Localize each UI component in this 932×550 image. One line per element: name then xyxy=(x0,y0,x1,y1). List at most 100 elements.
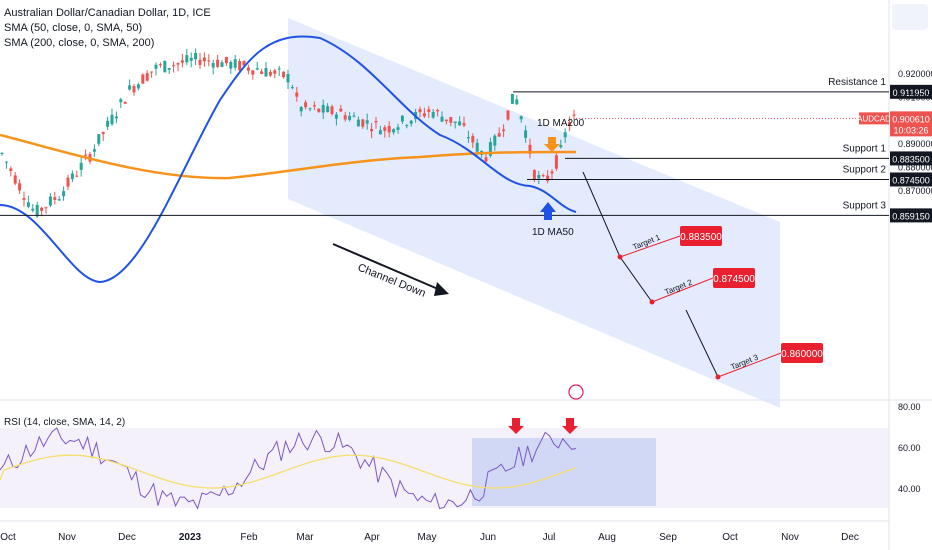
candle-body xyxy=(251,70,255,75)
rsi-peak-arrow-icon-2 xyxy=(562,418,578,434)
candle-body xyxy=(506,110,510,120)
candle-body xyxy=(515,99,519,105)
projection-seg-2 xyxy=(619,256,653,303)
candle-body xyxy=(132,86,136,93)
candle-body xyxy=(18,183,22,191)
candle-body xyxy=(202,57,206,62)
x-axis-label: May xyxy=(418,532,437,543)
target-tag-bg-2 xyxy=(713,268,755,288)
candle-body xyxy=(110,114,114,125)
candle-body xyxy=(348,115,352,120)
ma200-arrow-icon xyxy=(544,137,560,152)
candle-body xyxy=(189,57,193,61)
candle-body xyxy=(167,68,171,70)
candle-body xyxy=(537,174,541,179)
candle-body xyxy=(194,52,198,60)
candle-body xyxy=(154,64,158,69)
candle-body xyxy=(35,204,39,217)
rsi-line xyxy=(0,427,577,510)
channel-arrow-head xyxy=(434,282,449,296)
candle-body xyxy=(101,132,105,135)
candle-body xyxy=(53,197,57,200)
candle-body xyxy=(334,114,338,119)
candle-body xyxy=(431,111,435,118)
lightning-icon xyxy=(568,384,584,400)
candle-body xyxy=(176,63,180,65)
candle-body xyxy=(207,60,211,62)
ma50-arrow-icon xyxy=(540,202,556,220)
x-axis-label: 2023 xyxy=(179,532,202,543)
candle-body xyxy=(326,106,330,113)
rsi-peak-arrow-icon-1 xyxy=(508,418,524,434)
candle-body xyxy=(510,93,514,104)
candle-body xyxy=(466,137,470,139)
rsi-tick-label: 40.00 xyxy=(898,484,921,494)
current-price-tag-bg xyxy=(890,111,932,137)
candle-body xyxy=(141,74,145,84)
level-price-1: 0.911950 xyxy=(893,88,930,98)
candle-body xyxy=(31,208,35,211)
candle-body xyxy=(519,116,523,120)
target-connector-1 xyxy=(619,235,681,258)
candle-body xyxy=(497,133,501,137)
target-tag-bg-1 xyxy=(680,226,722,246)
candle-body xyxy=(75,175,79,177)
candle-body xyxy=(444,119,448,122)
candle-body xyxy=(356,119,360,127)
level-price-2: 0.883500 xyxy=(892,154,930,164)
candle-body xyxy=(528,144,532,154)
chart-legend: Australian Dollar/Canadian Dollar, 1D, I… xyxy=(4,6,211,51)
candle-body xyxy=(44,207,48,209)
candle-body xyxy=(260,71,264,74)
candle-body xyxy=(62,191,66,197)
candle-body xyxy=(22,198,26,200)
candle-body xyxy=(392,129,396,133)
candle-body xyxy=(427,109,431,112)
candle-body xyxy=(4,161,8,163)
candle-body xyxy=(242,60,246,66)
projection-seg-3 xyxy=(685,309,719,378)
candle-body xyxy=(449,117,453,123)
candle-body xyxy=(211,63,215,68)
candle-body xyxy=(48,196,52,206)
x-axis-label: Jul xyxy=(543,532,556,543)
candle-body xyxy=(92,149,96,152)
x-axis-label: Oct xyxy=(722,532,738,543)
candle-body xyxy=(317,108,321,112)
x-axis-label: Dec xyxy=(841,532,859,543)
rsi-tick-label: 60.00 xyxy=(898,443,921,453)
x-axis-label: Mar xyxy=(296,532,314,543)
candle-body xyxy=(295,92,299,97)
candle-body xyxy=(290,87,294,89)
rsi-ma-line xyxy=(0,454,577,489)
candle-body xyxy=(475,142,479,152)
y-tick-label: 0.920000 xyxy=(898,69,932,79)
target-value-2: 0.874500 xyxy=(713,274,755,285)
candle-body xyxy=(458,121,462,126)
level-price-tag-2 xyxy=(890,151,932,166)
candle-body xyxy=(97,134,101,144)
candle-body xyxy=(13,175,17,184)
y-tick-label: 0.880000 xyxy=(898,163,932,173)
candle-body xyxy=(532,170,536,180)
candle-body xyxy=(233,59,237,68)
candle-body xyxy=(128,85,132,90)
candle-body xyxy=(224,57,228,64)
candle-body xyxy=(312,105,316,107)
candle-body xyxy=(264,68,268,77)
x-axis-label: Nov xyxy=(58,532,76,543)
x-axis-label: Apr xyxy=(364,532,380,543)
candle-body xyxy=(418,109,422,113)
countdown: 10:03:26 xyxy=(893,125,928,135)
candle-body xyxy=(304,102,308,108)
rsi-band xyxy=(0,428,889,508)
candle-body xyxy=(339,108,343,112)
level-price-3: 0.874500 xyxy=(892,175,930,185)
rsi-legend: RSI (14, close, SMA, 14, 2) xyxy=(4,417,126,428)
channel-arrow-line xyxy=(332,243,446,293)
candle-body xyxy=(343,115,347,120)
candle-body xyxy=(26,202,30,207)
candle-body xyxy=(387,126,391,133)
target-tag-bg-3 xyxy=(781,343,823,363)
